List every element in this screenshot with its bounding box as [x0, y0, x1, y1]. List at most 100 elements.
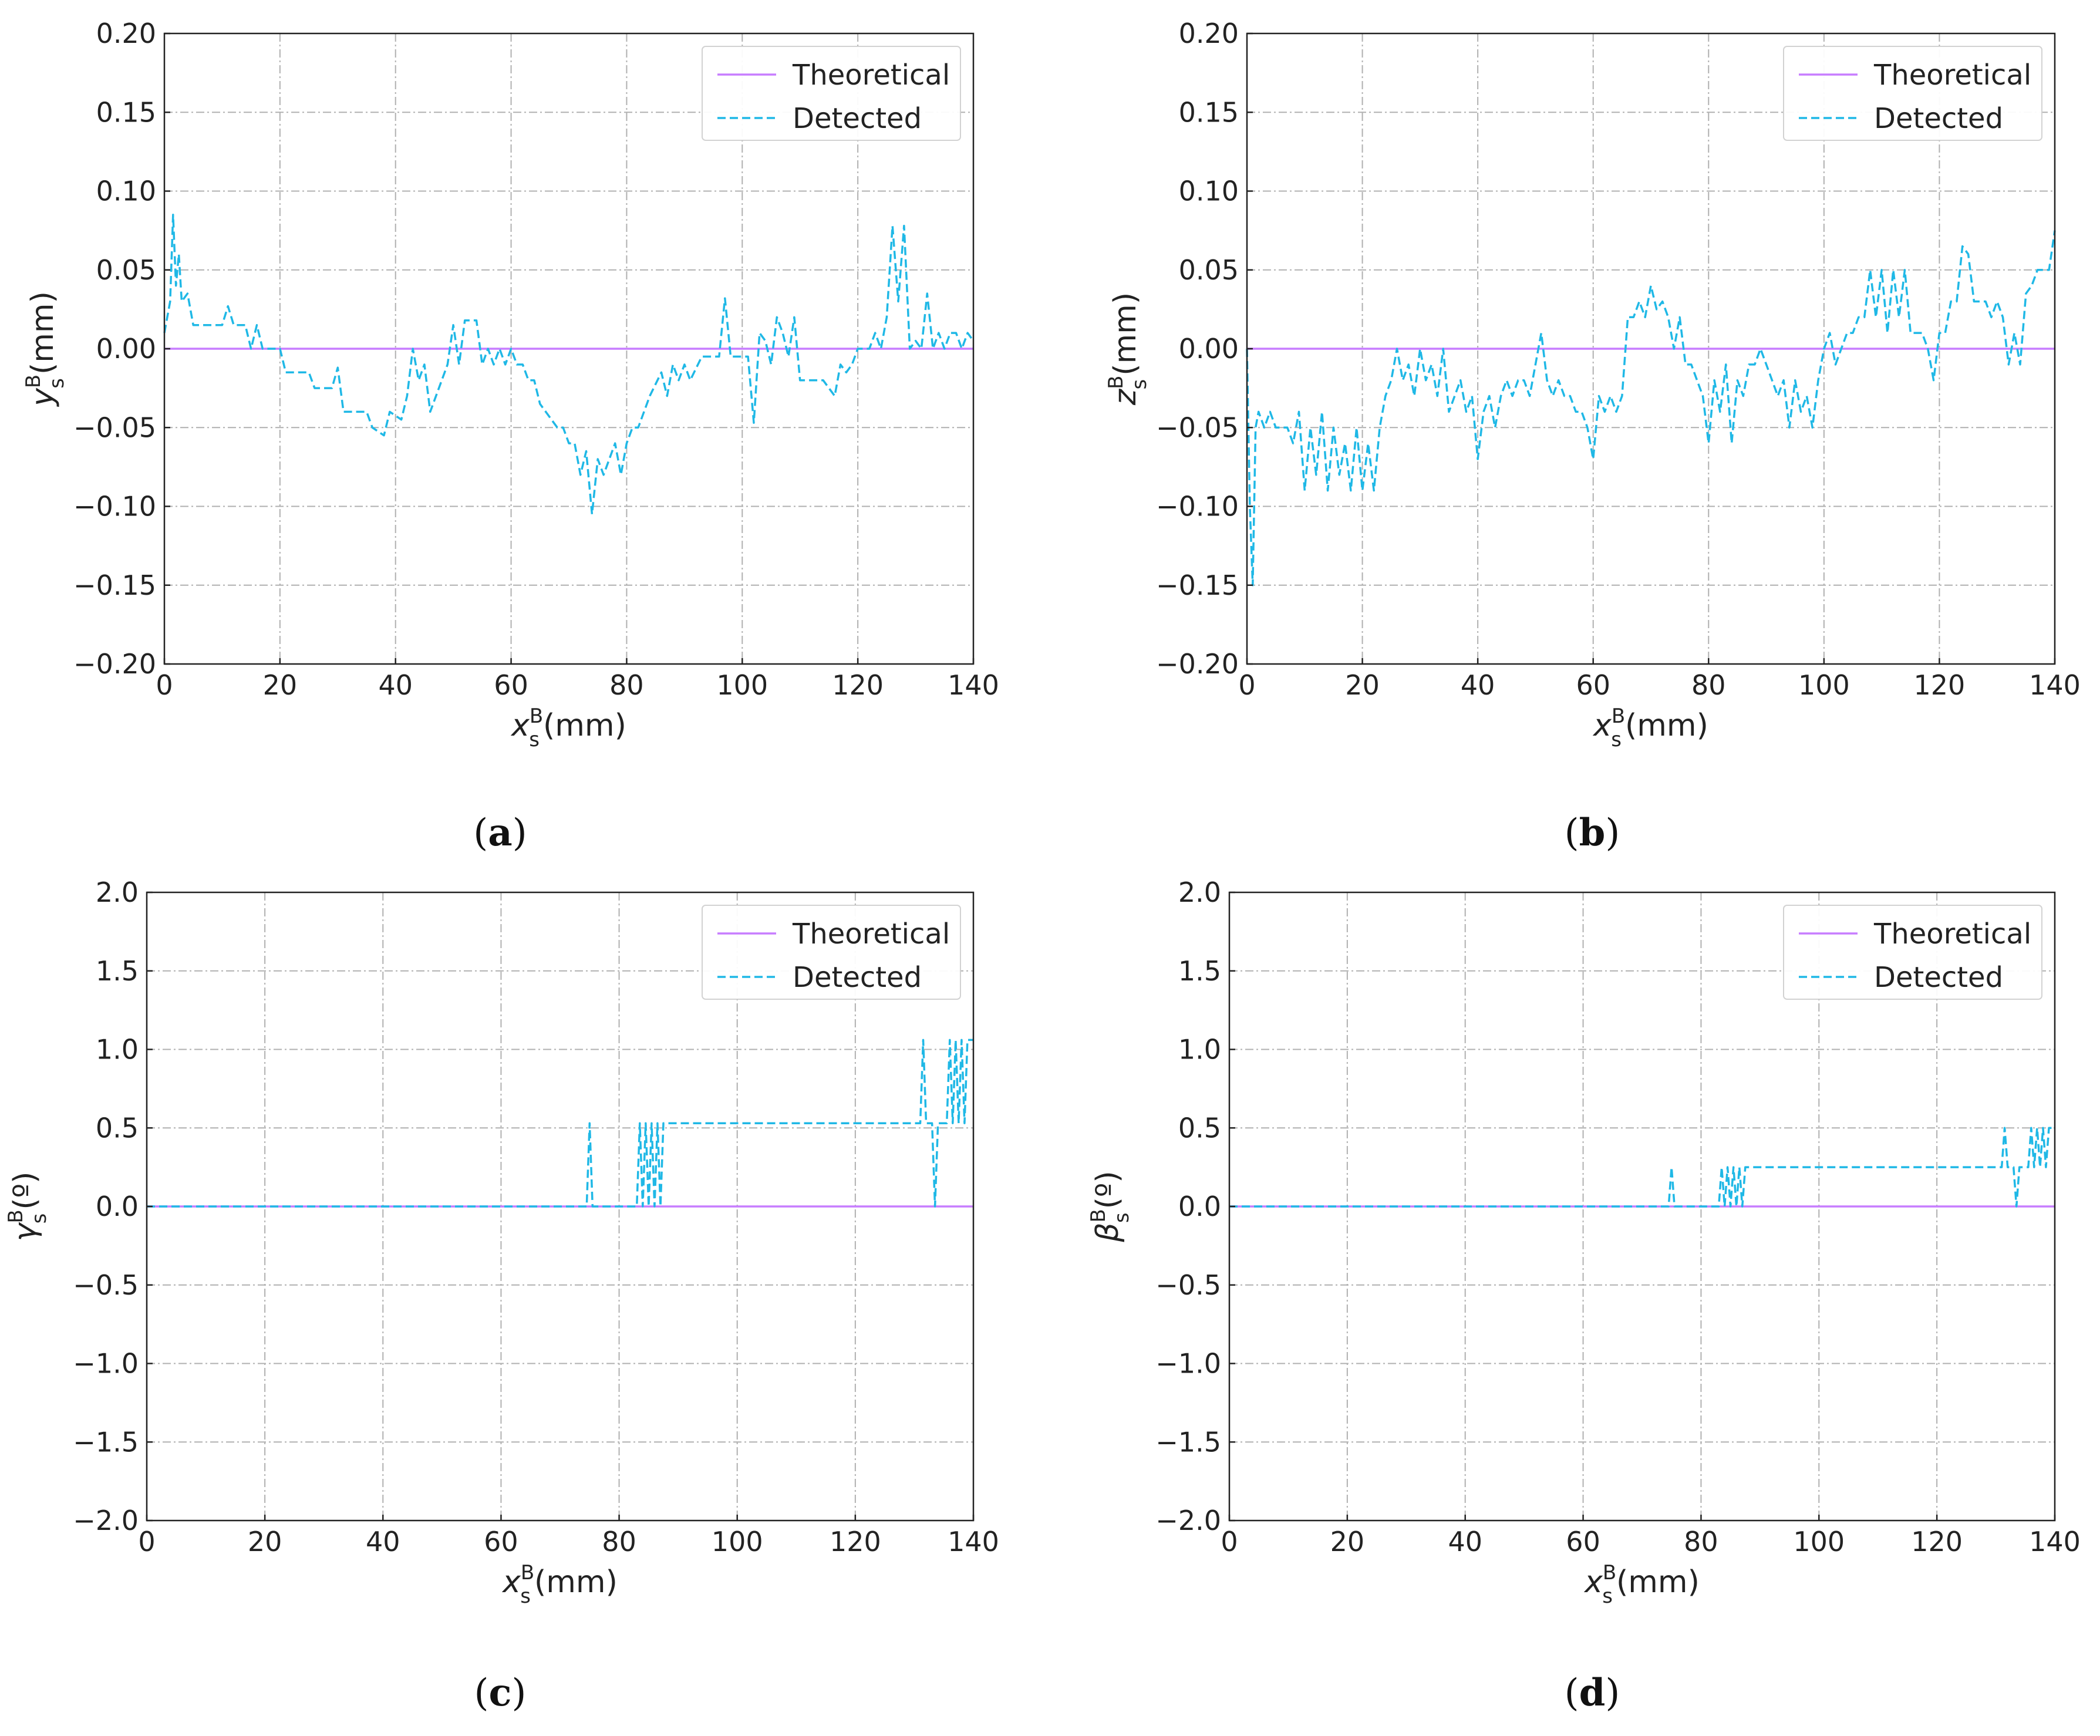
panel-label-open: (	[1565, 1671, 1579, 1715]
x-tick-label: 100	[1798, 669, 1850, 701]
y-axis-label: βBs (º)	[1087, 1171, 1134, 1242]
x-tick-label: 100	[716, 669, 768, 701]
y-tick-label: −0.05	[1156, 412, 1239, 443]
x-tick-label: 80	[609, 669, 644, 701]
x-axis-sub: s	[1602, 1585, 1613, 1608]
x-axis-unit: (mm)	[1625, 708, 1708, 743]
y-tick-label: 0.5	[1178, 1112, 1221, 1144]
x-axis-symbol: x	[1583, 1565, 1603, 1600]
y-tick-label: 0.10	[1179, 176, 1239, 207]
x-axis-sub: s	[1611, 728, 1622, 751]
x-axis-symbol: x	[1592, 708, 1612, 743]
panel-label-open: (	[1565, 811, 1579, 855]
panel-label: (b)	[1565, 811, 1620, 855]
y-tick-label: −0.15	[73, 569, 156, 601]
legend-box	[702, 46, 961, 141]
x-tick-label: 40	[1461, 669, 1495, 701]
series-line-detected	[163, 214, 975, 515]
y-tick-label: 0.00	[96, 333, 156, 365]
y-tick-label: 0.15	[96, 96, 156, 128]
panel-label: (a)	[473, 811, 527, 855]
y-tick-label: 0.0	[96, 1191, 139, 1222]
legend-label-detected: Detected	[1874, 961, 2003, 994]
x-axis-sup: B	[521, 1561, 534, 1585]
legend-label-detected: Detected	[793, 961, 922, 994]
panel-label-close: )	[1605, 1671, 1620, 1715]
legend-label-theoretical: Theoretical	[1873, 918, 2031, 950]
y-tick-label: −0.5	[73, 1269, 139, 1301]
x-axis-unit: (mm)	[543, 708, 626, 743]
series-line-detected	[1246, 230, 2056, 586]
x-tick-label: 80	[1684, 1526, 1718, 1558]
x-tick-label: 60	[494, 669, 528, 701]
y-tick-label: 0.20	[96, 18, 156, 49]
x-tick-label: 120	[832, 669, 884, 701]
y-tick-label: 0.15	[1179, 96, 1239, 128]
y-tick-label: −2.0	[1155, 1505, 1221, 1536]
x-tick-label: 0	[138, 1526, 155, 1558]
x-tick-label: 140	[2029, 669, 2081, 701]
y-tick-label: −1.5	[1155, 1426, 1221, 1458]
y-axis-unit: (º)	[1090, 1171, 1125, 1209]
x-axis-sup: B	[530, 704, 543, 728]
y-axis-unit: (mm)	[25, 291, 60, 375]
panel-label-letter: a	[488, 811, 512, 855]
panel-label-letter: c	[489, 1671, 512, 1715]
x-tick-label: 120	[1914, 669, 1966, 701]
legend-box	[702, 905, 961, 1000]
legend-label-theoretical: Theoretical	[792, 59, 950, 92]
x-axis-symbol: x	[510, 708, 530, 743]
x-axis-sup: B	[1603, 1561, 1616, 1585]
y-axis-unit: (º)	[8, 1172, 43, 1210]
y-axis-symbol: γ	[8, 1221, 43, 1241]
panel-label-close: )	[1605, 811, 1620, 855]
y-tick-label: 1.0	[1178, 1034, 1221, 1066]
x-tick-label: 0	[156, 669, 173, 701]
legend-label-detected: Detected	[1874, 102, 2003, 135]
y-tick-label: −0.15	[1156, 569, 1239, 601]
y-tick-label: 1.0	[96, 1034, 139, 1066]
y-tick-label: 2.0	[1178, 877, 1221, 908]
y-tick-label: −0.05	[73, 412, 156, 443]
y-tick-label: −0.10	[73, 491, 156, 523]
y-tick-label: −1.0	[1155, 1348, 1221, 1380]
y-tick-label: −0.20	[73, 648, 156, 680]
x-tick-label: 80	[1691, 669, 1726, 701]
x-axis-unit: (mm)	[1616, 1565, 1700, 1600]
panel-a: 0 20 40 60 80 100 120 140 −0.20 −0.15 −0.10 −0.05 0.…	[22, 18, 999, 855]
y-tick-label: 2.0	[96, 877, 139, 908]
x-tick-label: 0	[1238, 669, 1255, 701]
x-tick-label: 40	[1448, 1526, 1482, 1558]
y-axis-unit: (mm)	[1108, 292, 1143, 376]
y-axis-sub: s	[45, 378, 69, 389]
x-tick-label: 140	[2029, 1526, 2081, 1558]
y-tick-label: 0.20	[1179, 18, 1239, 49]
x-tick-label: 80	[602, 1526, 636, 1558]
y-tick-label: 0.10	[96, 176, 156, 207]
y-tick-label: −0.5	[1155, 1269, 1221, 1301]
y-tick-label: 0.05	[96, 254, 156, 286]
panel-label: (c)	[474, 1671, 527, 1715]
panel-label-close: )	[513, 811, 527, 855]
y-axis-symbol: z	[1108, 388, 1143, 406]
y-axis-label: yBs (mm)	[22, 291, 69, 407]
legend-label-theoretical: Theoretical	[792, 918, 950, 950]
y-tick-label: −1.0	[73, 1348, 139, 1380]
y-tick-label: −1.5	[73, 1426, 139, 1458]
x-axis-unit: (mm)	[534, 1565, 618, 1600]
x-tick-label: 60	[1576, 669, 1610, 701]
y-tick-label: −2.0	[73, 1505, 139, 1536]
x-axis-label: xB s (mm)	[1583, 1561, 1700, 1608]
y-axis-sup: B	[22, 375, 45, 388]
x-tick-label: 120	[1911, 1526, 1963, 1558]
legend-label-theoretical: Theoretical	[1873, 59, 2031, 92]
x-axis-sup: B	[1612, 704, 1625, 728]
legend-label-detected: Detected	[793, 102, 922, 135]
y-axis-sup: B	[4, 1209, 28, 1223]
y-tick-label: 1.5	[96, 955, 139, 987]
y-tick-label: 0.0	[1178, 1191, 1221, 1222]
x-axis-label: xB s (mm)	[1592, 704, 1708, 751]
y-axis-sub: s	[1128, 379, 1151, 390]
legend-box	[1783, 905, 2042, 1000]
panel-label-letter: d	[1579, 1671, 1606, 1715]
